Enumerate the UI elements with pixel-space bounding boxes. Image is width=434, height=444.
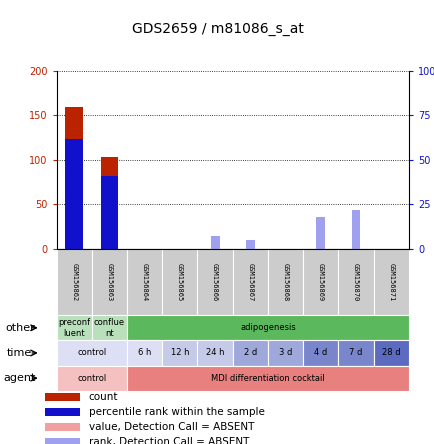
Bar bbox=[232, 249, 267, 315]
Text: conflue
nt: conflue nt bbox=[94, 318, 125, 337]
Bar bbox=[338, 341, 373, 365]
Text: 7 d: 7 d bbox=[349, 349, 362, 357]
Bar bbox=[210, 236, 219, 249]
Text: GSM156866: GSM156866 bbox=[212, 263, 217, 301]
Bar bbox=[127, 315, 408, 341]
Text: GSM156868: GSM156868 bbox=[282, 263, 288, 301]
Bar bbox=[373, 341, 408, 365]
Text: rank, Detection Call = ABSENT: rank, Detection Call = ABSENT bbox=[89, 437, 249, 444]
Bar bbox=[210, 236, 219, 249]
Bar bbox=[245, 240, 254, 249]
Text: GSM156862: GSM156862 bbox=[71, 263, 77, 301]
Bar bbox=[232, 341, 267, 365]
Bar bbox=[127, 365, 408, 391]
Bar bbox=[373, 249, 408, 315]
Bar bbox=[65, 139, 83, 249]
Text: GSM156870: GSM156870 bbox=[352, 263, 358, 301]
Bar bbox=[302, 249, 338, 315]
Bar bbox=[45, 438, 80, 444]
Text: GSM156871: GSM156871 bbox=[388, 263, 393, 301]
Bar bbox=[162, 249, 197, 315]
Text: 6 h: 6 h bbox=[138, 349, 151, 357]
Text: 4 d: 4 d bbox=[313, 349, 327, 357]
Bar bbox=[127, 249, 162, 315]
Bar bbox=[316, 217, 325, 249]
Bar bbox=[56, 315, 92, 341]
Bar bbox=[45, 408, 80, 416]
Text: GSM156864: GSM156864 bbox=[141, 263, 147, 301]
Bar bbox=[245, 240, 254, 249]
Text: MDI differentiation cocktail: MDI differentiation cocktail bbox=[210, 374, 324, 383]
Text: 28 d: 28 d bbox=[381, 349, 400, 357]
Bar bbox=[127, 341, 162, 365]
Bar bbox=[92, 249, 127, 315]
Text: control: control bbox=[77, 374, 106, 383]
Bar bbox=[56, 341, 127, 365]
Bar bbox=[45, 393, 80, 401]
Bar bbox=[351, 210, 360, 249]
Text: GSM156869: GSM156869 bbox=[317, 263, 323, 301]
Bar bbox=[56, 365, 127, 391]
Bar bbox=[316, 217, 325, 249]
Bar bbox=[56, 249, 92, 315]
Text: adipogenesis: adipogenesis bbox=[240, 323, 295, 332]
Text: value, Detection Call = ABSENT: value, Detection Call = ABSENT bbox=[89, 422, 253, 432]
Bar bbox=[100, 176, 118, 249]
Text: 24 h: 24 h bbox=[205, 349, 224, 357]
Bar bbox=[267, 341, 302, 365]
Text: percentile rank within the sample: percentile rank within the sample bbox=[89, 407, 264, 417]
Text: GSM156867: GSM156867 bbox=[247, 263, 253, 301]
Bar bbox=[302, 341, 338, 365]
Text: 12 h: 12 h bbox=[170, 349, 189, 357]
Text: other: other bbox=[5, 323, 35, 333]
Text: time: time bbox=[7, 348, 33, 358]
Text: GSM156865: GSM156865 bbox=[177, 263, 182, 301]
Bar bbox=[65, 107, 83, 249]
Text: agent: agent bbox=[3, 373, 36, 383]
Text: control: control bbox=[77, 349, 106, 357]
Text: count: count bbox=[89, 392, 118, 402]
Text: 3 d: 3 d bbox=[278, 349, 292, 357]
Bar bbox=[92, 315, 127, 341]
Bar bbox=[351, 210, 360, 249]
Bar bbox=[45, 423, 80, 431]
Bar bbox=[162, 341, 197, 365]
Bar bbox=[338, 249, 373, 315]
Bar bbox=[100, 157, 118, 249]
Text: 2 d: 2 d bbox=[243, 349, 256, 357]
Bar bbox=[197, 341, 232, 365]
Bar bbox=[197, 249, 232, 315]
Text: GDS2659 / m81086_s_at: GDS2659 / m81086_s_at bbox=[131, 22, 303, 36]
Text: GSM156863: GSM156863 bbox=[106, 263, 112, 301]
Bar bbox=[267, 249, 302, 315]
Text: preconf
luent: preconf luent bbox=[58, 318, 90, 337]
